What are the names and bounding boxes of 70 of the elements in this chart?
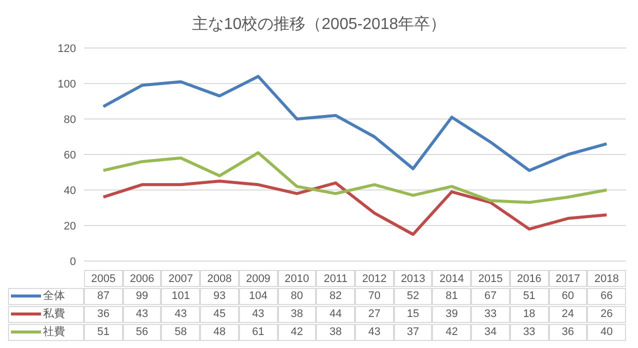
data-label: 24 bbox=[548, 306, 588, 323]
x-tick-label: 2017 bbox=[548, 270, 588, 287]
x-tick-label: 2008 bbox=[200, 270, 239, 287]
data-label: 27 bbox=[355, 306, 394, 323]
data-label: 42 bbox=[432, 324, 472, 341]
y-tick-label: 120 bbox=[58, 42, 76, 55]
data-label: 51 bbox=[84, 324, 123, 341]
chart-title: 主な10校の推移（2005-2018年卒） bbox=[190, 14, 448, 35]
y-tick-label: 0 bbox=[70, 256, 76, 268]
data-label: 104 bbox=[238, 288, 278, 305]
data-label: 52 bbox=[394, 288, 432, 305]
y-tick-label: 20 bbox=[64, 220, 76, 232]
data-label: 51 bbox=[510, 288, 549, 305]
data-label: 37 bbox=[394, 324, 432, 341]
data-label: 66 bbox=[587, 288, 626, 305]
y-tick-label: 100 bbox=[58, 78, 76, 90]
data-label: 36 bbox=[84, 306, 123, 323]
data-label: 39 bbox=[432, 306, 472, 323]
data-label: 93 bbox=[200, 288, 239, 305]
x-tick-label: 2018 bbox=[587, 270, 626, 287]
y-tick-label: 60 bbox=[64, 149, 76, 162]
data-label: 60 bbox=[548, 288, 588, 305]
x-tick-label: 2015 bbox=[471, 270, 510, 287]
data-label: 101 bbox=[161, 288, 200, 305]
data-label: 80 bbox=[278, 288, 316, 305]
data-label: 82 bbox=[316, 288, 355, 305]
data-label: 56 bbox=[122, 324, 162, 341]
data-label: 43 bbox=[161, 306, 200, 323]
data-label: 67 bbox=[471, 288, 510, 305]
data-label: 43 bbox=[355, 324, 394, 341]
data-label: 38 bbox=[316, 324, 355, 341]
data-label: 26 bbox=[587, 306, 626, 323]
data-label: 42 bbox=[278, 324, 316, 341]
x-tick-label: 2010 bbox=[278, 270, 316, 287]
data-label: 99 bbox=[122, 288, 162, 305]
line-series bbox=[102, 180, 608, 236]
data-label: 33 bbox=[510, 324, 549, 341]
data-label: 58 bbox=[161, 324, 200, 341]
x-tick-label: 2013 bbox=[394, 270, 432, 287]
x-tick-label: 2009 bbox=[238, 270, 278, 287]
data-label: 38 bbox=[278, 306, 316, 323]
x-tick-label: 2007 bbox=[161, 270, 200, 287]
legend-label: 全体 bbox=[8, 288, 84, 305]
x-tick-label: 2011 bbox=[316, 270, 355, 287]
data-label: 48 bbox=[200, 324, 239, 341]
line-series bbox=[102, 74, 608, 172]
y-tick-label: 40 bbox=[64, 184, 76, 197]
x-tick-label: 2014 bbox=[432, 270, 472, 287]
x-tick-label: 2005 bbox=[84, 270, 123, 287]
data-label: 34 bbox=[471, 324, 510, 341]
x-tick-label: 2006 bbox=[122, 270, 162, 287]
x-tick-label: 2016 bbox=[510, 270, 549, 287]
data-label: 33 bbox=[471, 306, 510, 323]
data-label: 45 bbox=[200, 306, 239, 323]
data-label: 81 bbox=[432, 288, 472, 305]
data-label: 40 bbox=[587, 324, 626, 341]
data-label: 36 bbox=[548, 324, 588, 341]
data-label: 15 bbox=[394, 306, 432, 323]
data-label: 70 bbox=[355, 288, 394, 305]
data-label: 61 bbox=[238, 324, 278, 341]
y-tick-label: 80 bbox=[64, 114, 76, 126]
data-label: 44 bbox=[316, 306, 355, 323]
data-label: 43 bbox=[238, 306, 278, 323]
legend-label: 私費 bbox=[8, 306, 84, 323]
data-label: 87 bbox=[84, 288, 123, 305]
x-tick-label: 2012 bbox=[355, 270, 394, 287]
legend-label: 社費 bbox=[8, 324, 84, 341]
data-label: 18 bbox=[510, 306, 549, 323]
data-label: 43 bbox=[122, 306, 162, 323]
line-series bbox=[102, 151, 608, 204]
